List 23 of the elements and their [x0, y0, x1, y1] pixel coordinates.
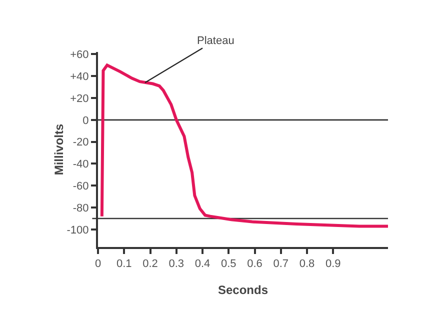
y-tick-label: +40 — [70, 70, 89, 83]
x-tick-label: 0.3 — [168, 258, 184, 270]
x-tick-label: 0.2 — [142, 258, 158, 270]
y-tick-label: -80 — [72, 202, 89, 214]
y-tick-label: -60 — [72, 180, 89, 192]
y-tick-label: +20 — [70, 92, 89, 105]
y-tick-label: 0 — [82, 114, 89, 127]
x-tick-label: 0.6 — [247, 258, 262, 270]
y-axis-title: Millivolts — [52, 124, 66, 176]
x-axis-title: Seconds — [218, 283, 268, 297]
x-tick-label: 0.9 — [325, 258, 341, 270]
x-tick-label: 0 — [94, 258, 102, 270]
y-tick-label: -20 — [72, 136, 89, 149]
y-tick-label: -40 — [72, 158, 89, 171]
y-tick-label: -100 — [66, 224, 89, 236]
x-tick-label: 0.5 — [220, 258, 236, 270]
x-tick-label: 0.4 — [194, 258, 210, 270]
line-series — [100, 64, 388, 228]
x-tick-label: 0.8 — [299, 258, 315, 270]
annotation: Plateau — [197, 35, 234, 47]
x-tick-label: 0.7 — [273, 258, 289, 270]
y-tick-label: +60 — [70, 49, 89, 62]
x-tick-label: 0.1 — [116, 258, 132, 270]
